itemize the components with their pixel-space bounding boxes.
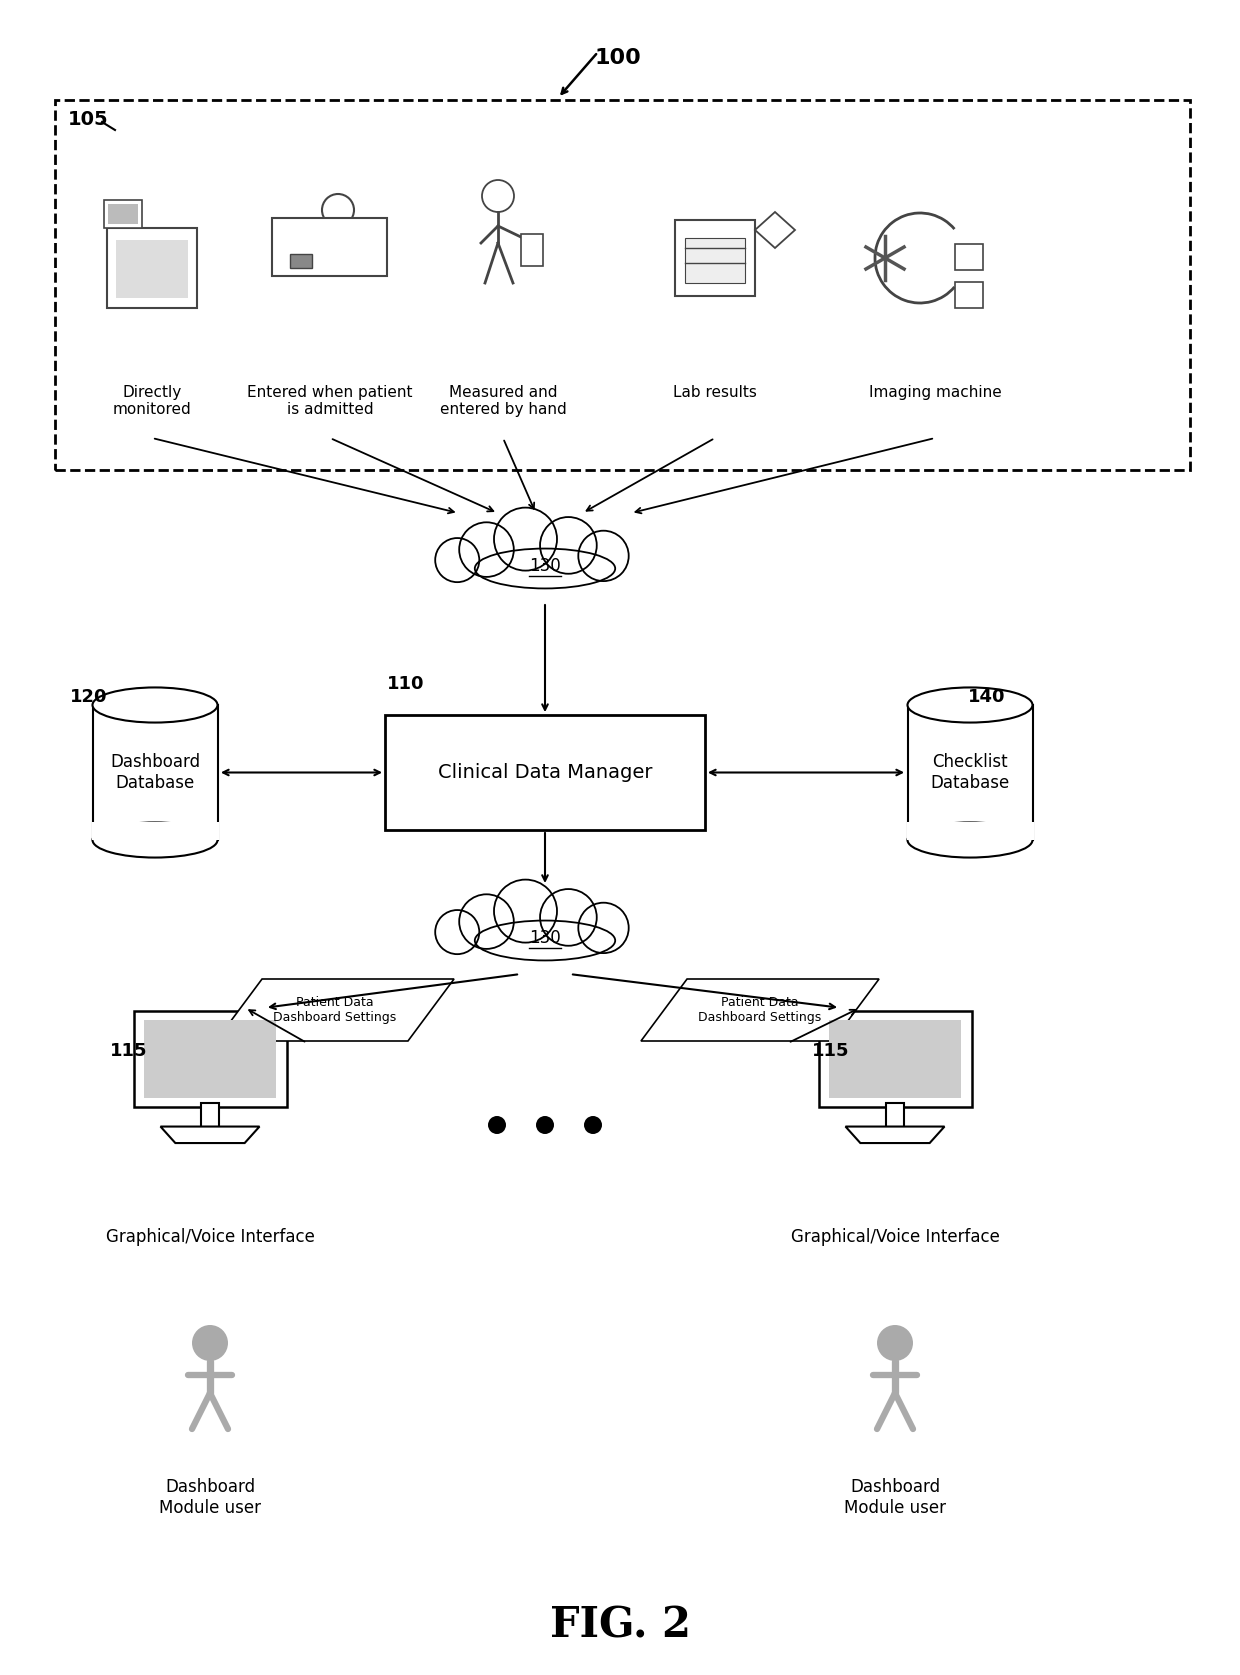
Bar [384,715,706,831]
Circle shape [322,194,353,226]
Bar [887,1104,904,1127]
Text: FIG. 2: FIG. 2 [549,1605,691,1647]
Text: 130: 130 [529,930,560,946]
Bar [107,228,197,308]
Bar [684,238,745,283]
Text: 140: 140 [968,687,1006,705]
Text: 115: 115 [812,1042,849,1060]
Bar [93,705,217,839]
Ellipse shape [93,822,217,858]
Text: Checklist
Database: Checklist Database [930,754,1009,792]
Text: Imaging machine: Imaging machine [869,385,1002,400]
Circle shape [482,179,515,213]
Bar [908,705,1033,839]
Circle shape [578,903,629,953]
Circle shape [435,910,480,955]
Bar [201,1104,219,1127]
Text: Measured and
entered by hand: Measured and entered by hand [440,385,567,417]
Bar [906,822,1033,839]
Bar [117,240,188,298]
Text: Dashboard
Module user: Dashboard Module user [159,1477,260,1518]
Text: Patient Data
Dashboard Settings: Patient Data Dashboard Settings [698,997,822,1023]
Circle shape [192,1325,228,1362]
Circle shape [459,523,513,576]
Text: Graphical/Voice Interface: Graphical/Voice Interface [105,1228,315,1246]
Text: 105: 105 [68,111,109,129]
Circle shape [435,538,480,583]
Polygon shape [846,1127,945,1142]
Text: 130: 130 [529,558,560,575]
Bar [92,822,218,839]
Ellipse shape [908,687,1033,722]
Circle shape [877,1325,913,1362]
Text: 110: 110 [387,675,424,693]
Text: Patient Data
Dashboard Settings: Patient Data Dashboard Settings [273,997,397,1023]
Bar [818,1012,971,1107]
Polygon shape [160,1127,259,1142]
Circle shape [459,894,513,950]
Circle shape [536,1116,554,1134]
Bar [55,100,1190,471]
Bar [955,245,983,270]
Text: Lab results: Lab results [673,385,756,400]
Text: Dashboard
Module user: Dashboard Module user [844,1477,946,1518]
Text: Graphical/Voice Interface: Graphical/Voice Interface [791,1228,999,1246]
Polygon shape [641,978,879,1040]
Bar [134,1012,286,1107]
Bar [830,1020,961,1099]
Text: 120: 120 [69,687,108,705]
Text: Clinical Data Manager: Clinical Data Manager [438,764,652,782]
Bar [955,281,983,308]
Polygon shape [216,978,454,1040]
Circle shape [584,1116,601,1134]
Circle shape [494,508,557,571]
Circle shape [494,879,557,943]
Text: 115: 115 [110,1042,148,1060]
Circle shape [489,1116,506,1134]
Bar [675,219,755,296]
Text: Directly
monitored: Directly monitored [113,385,191,417]
Circle shape [578,531,629,581]
Ellipse shape [475,921,615,960]
Polygon shape [755,213,795,248]
Bar [104,199,143,228]
Bar [144,1020,275,1099]
Bar [108,204,138,224]
Ellipse shape [93,687,217,722]
Circle shape [541,889,596,946]
Text: 100: 100 [595,49,641,69]
Text: Entered when patient
is admitted: Entered when patient is admitted [247,385,413,417]
Bar [521,235,543,266]
Bar [272,218,387,276]
Ellipse shape [908,822,1033,858]
Bar [290,255,312,268]
Text: Dashboard
Database: Dashboard Database [110,754,200,792]
Ellipse shape [475,548,615,588]
Circle shape [541,518,596,575]
